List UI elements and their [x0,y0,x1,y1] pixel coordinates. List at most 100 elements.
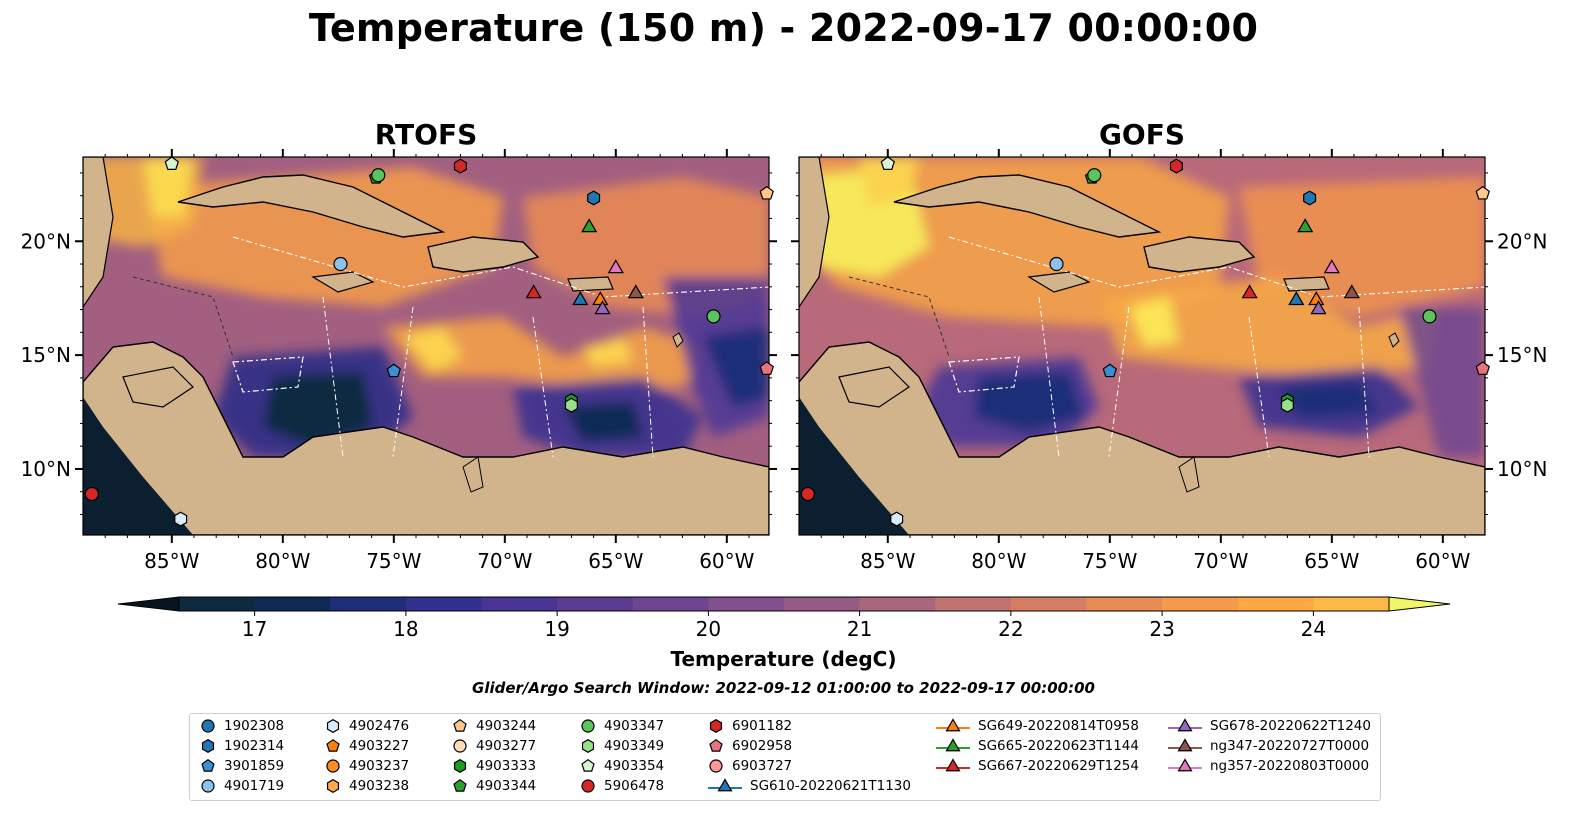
float-marker [1343,284,1360,299]
legend-label: SG610-20220621T1130 [750,778,911,794]
colorbar-segment [254,597,331,611]
legend-marker [453,718,467,732]
lon-tick-label: 85°W [860,549,915,573]
float-marker [890,511,904,527]
land-rtofs [83,157,769,535]
legend-label: 5906478 [604,778,665,794]
float-marker [759,361,774,375]
lon-tick-label: 80°W [971,549,1026,573]
legend-marker [326,779,340,793]
legend-item: 4903277 [452,736,536,756]
circle-icon [581,719,595,733]
hexagon-icon [326,779,340,793]
legend-marker [326,738,340,752]
legend-marker [1177,738,1193,752]
colorbar-tick-label: 24 [1301,617,1326,641]
legend-item: 6902958 [708,736,792,756]
float-marker [1049,256,1064,272]
legend-marker [326,759,340,773]
legend-label: 4903354 [604,758,665,774]
legend-marker [709,759,723,773]
lon-tick-label: 60°W [699,549,754,573]
pentagon-icon [581,758,595,772]
colorbar-segment [1237,597,1314,611]
legend-marker [945,758,961,772]
legend-label: 4903333 [476,758,537,774]
map-frame-rtofs [82,156,770,536]
lat-tick-label: 20°N [21,229,71,253]
colorbar-tick-label: 18 [393,617,418,641]
lon-tick-label: 75°W [366,549,421,573]
legend-marker [201,779,215,793]
legend-item: 4903349 [580,736,664,756]
legend-marker [709,719,723,733]
hexagon-icon [581,739,595,753]
legend-label: ng357-20220803T0000 [1210,758,1370,774]
float-marker [1475,361,1490,375]
pentagon-icon [453,778,467,792]
colorbar-segment [935,597,1012,611]
pentagon-icon [326,738,340,752]
lat-tick-label: 10°N [1497,457,1547,481]
float-marker [759,185,774,200]
triangle-icon [708,778,742,792]
legend-marker [1177,718,1193,732]
legend-label: 4903277 [476,738,537,754]
colorbar-segment [481,597,558,611]
pentagon-icon [201,758,215,772]
legend-marker [709,738,723,752]
legend-label: SG678-20220622T1240 [1210,718,1371,734]
float-marker [1280,397,1294,413]
float-marker [525,284,542,299]
circle-icon [709,759,723,773]
float-marker [1303,190,1317,206]
legend-label: 6903727 [732,758,793,774]
colorbar-tick-label: 17 [242,617,267,641]
panel-title-gofs: GOFS [1098,118,1186,151]
circle-icon [201,719,215,733]
colorbar-segment [859,597,936,611]
lat-tick-label: 15°N [21,343,71,367]
lon-tick-label: 80°W [255,549,310,573]
map-panel-gofs: 85°W 80°W 75°W 70°W 65°W 60°W 20°N 15°N 10°N [791,149,1547,573]
colorbar-segment [330,597,407,611]
colorbar-segment [1162,597,1239,611]
circle-icon [201,779,215,793]
triangle-icon [936,738,970,752]
legend-marker [945,718,961,732]
legend-item: ng347-20220727T0000 [1168,736,1369,756]
lon-tick-label: 70°W [477,549,532,573]
float-markers-gofs [800,156,1490,527]
legend-label: 4903244 [476,718,537,734]
legend-item: 4903333 [452,756,536,776]
float-marker [1241,284,1258,299]
legend-label: 6901182 [732,718,793,734]
legend-item: SG667-20220629T1254 [936,756,1139,776]
legend-item: 4903244 [452,716,536,736]
float-marker [174,511,188,527]
legend-item: 4903354 [580,756,664,776]
legend-label: SG667-20220629T1254 [978,758,1139,774]
float-marker [1310,300,1327,315]
lat-tick-label: 10°N [21,457,71,481]
legend-label: ng347-20220727T0000 [1210,738,1370,754]
float-marker [607,259,624,274]
float-marker [627,284,644,299]
legend-label: SG649-20220814T0958 [978,718,1139,734]
legend-marker [945,738,961,752]
circle-icon [326,759,340,773]
legend-marker [581,719,595,733]
colorbar-tick-label: 23 [1149,617,1174,641]
lon-tick-label: 85°W [144,549,199,573]
legend-marker [453,759,467,773]
lon-tick-label: 75°W [1082,549,1137,573]
pentagon-icon [453,718,467,732]
legend-label: 4903344 [476,778,537,794]
float-marker [1297,218,1314,233]
float-markers-rtofs [84,156,774,527]
triangle-icon [1168,718,1202,732]
legend-label: 4903349 [604,738,665,754]
triangle-icon [936,718,970,732]
legend-item: 4903237 [325,756,409,776]
land-gofs [799,157,1485,535]
